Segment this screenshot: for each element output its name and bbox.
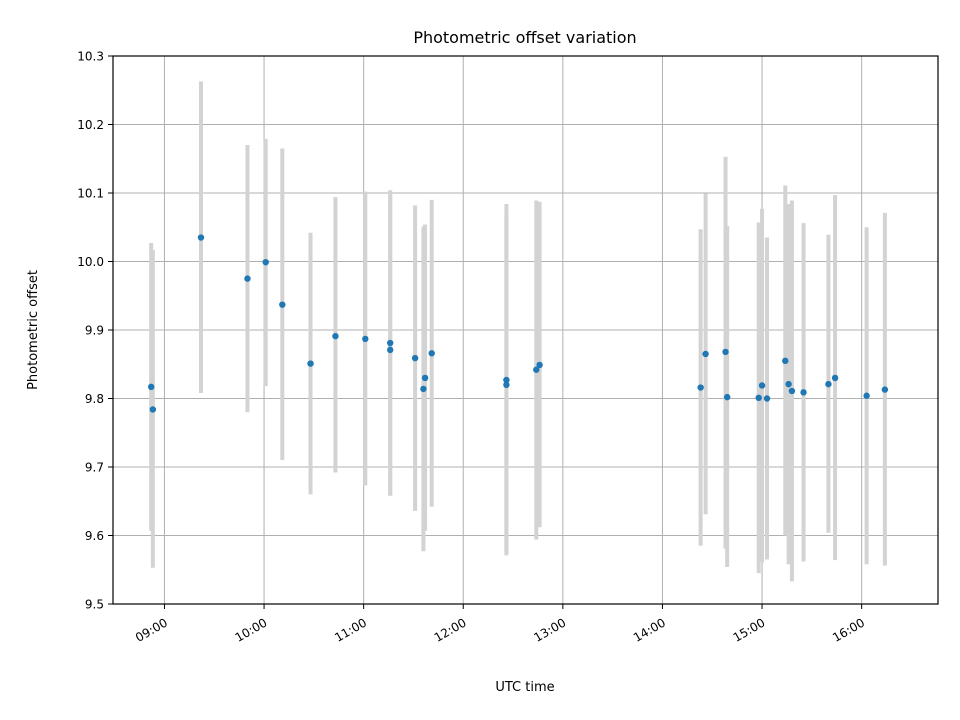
data-point <box>763 395 771 402</box>
data-point <box>503 376 510 384</box>
data-point <box>758 382 766 389</box>
data-points <box>147 234 889 413</box>
data-point <box>723 393 731 401</box>
data-point <box>262 258 269 266</box>
data-point <box>307 360 314 367</box>
x-axis-label: UTC time <box>495 680 554 695</box>
data-point <box>147 383 155 391</box>
data-point <box>536 361 543 369</box>
data-point <box>825 380 832 388</box>
data-point <box>702 350 709 358</box>
data-point <box>428 350 435 357</box>
data-point <box>332 332 339 340</box>
data-point <box>503 381 510 388</box>
y-tick-label: 9.5 <box>85 598 104 612</box>
data-point <box>782 357 789 365</box>
data-point <box>420 385 427 393</box>
data-point <box>722 348 729 356</box>
data-point <box>244 275 251 282</box>
data-point <box>785 380 792 388</box>
data-point <box>863 392 870 399</box>
y-tick-label: 10.1 <box>77 187 104 201</box>
data-point <box>197 234 205 241</box>
data-point <box>279 301 286 308</box>
data-point <box>831 374 839 382</box>
y-tick-label: 10.2 <box>77 118 104 132</box>
data-point <box>421 374 429 382</box>
y-tick-label: 10.3 <box>77 50 104 64</box>
data-point <box>149 406 157 413</box>
y-axis-label: Photometric offset <box>26 270 41 390</box>
data-point <box>387 339 394 347</box>
y-tick-label: 9.9 <box>85 324 104 338</box>
data-point <box>697 384 704 391</box>
data-point <box>362 335 369 343</box>
data-point <box>387 346 394 354</box>
y-tick-label: 9.8 <box>85 392 104 406</box>
data-point <box>411 354 419 362</box>
y-tick-label: 9.7 <box>85 461 104 475</box>
y-tick-label: 10.0 <box>77 255 104 269</box>
data-point <box>788 387 796 395</box>
data-point <box>755 394 762 402</box>
y-tick-label: 9.6 <box>85 529 104 543</box>
data-point <box>881 386 889 393</box>
data-point <box>800 389 807 396</box>
data-point <box>533 366 540 373</box>
chart-title: Photometric offset variation <box>413 28 636 47</box>
